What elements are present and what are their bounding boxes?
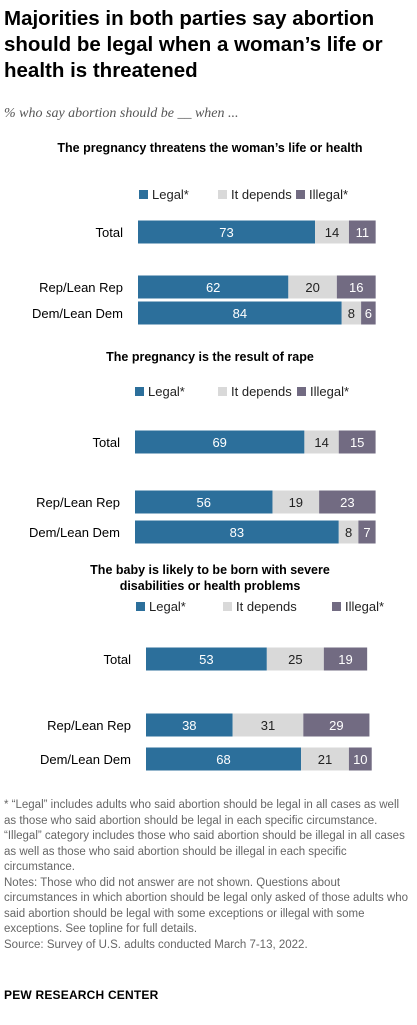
source-credit: PEW RESEARCH CENTER <box>4 988 159 1002</box>
panel-title: The baby is likely to be born with sever… <box>90 563 330 577</box>
bar-legal <box>135 520 339 544</box>
legend-label-illegal: Illegal* <box>345 599 384 614</box>
bar-illegal <box>348 747 372 771</box>
chart-subtitle: % who say abortion should be __ when ... <box>4 106 239 121</box>
data-label: 14 <box>325 225 339 240</box>
panel-title: The pregnancy threatens the woman’s life… <box>57 141 362 155</box>
data-label: 25 <box>288 652 302 667</box>
bar-illegal <box>358 520 376 544</box>
legend-label-illegal: Illegal* <box>310 384 349 399</box>
data-label: 6 <box>365 306 372 321</box>
data-label: 7 <box>363 525 370 540</box>
bar-illegal <box>338 430 376 454</box>
footnote-source: Source: Survey of U.S. adults conducted … <box>4 938 308 951</box>
row-label: Dem/Lean Dem <box>29 525 120 540</box>
bar-depends <box>288 275 337 299</box>
legend-swatch-depends <box>218 387 227 396</box>
data-label: 10 <box>353 752 367 767</box>
legend-swatch-depends <box>223 602 232 611</box>
data-label: 20 <box>305 280 319 295</box>
bar-legal <box>135 490 273 514</box>
bar-depends <box>272 490 320 514</box>
data-label: 68 <box>216 752 230 767</box>
data-label: 21 <box>318 752 332 767</box>
bar-depends <box>301 747 349 771</box>
data-label: 8 <box>345 525 352 540</box>
data-label: 14 <box>314 435 328 450</box>
bar-depends <box>341 301 362 325</box>
stacked-bar-chart: The pregnancy threatens the woman’s life… <box>29 141 384 771</box>
data-label: 56 <box>197 495 211 510</box>
bar-depends <box>304 430 339 454</box>
bar-legal <box>138 275 289 299</box>
footnote: * “Legal” includes adults who said abort… <box>4 798 414 953</box>
legend-label-illegal: Illegal* <box>309 187 348 202</box>
legend-label-depends: It depends <box>236 599 297 614</box>
data-label: 84 <box>233 306 247 321</box>
bar-depends <box>338 520 359 544</box>
row-label: Dem/Lean Dem <box>40 752 131 767</box>
bar-depends <box>266 647 324 671</box>
data-label: 83 <box>230 525 244 540</box>
data-label: 73 <box>219 225 233 240</box>
bar-illegal <box>323 647 368 671</box>
data-label: 38 <box>182 718 196 733</box>
legend-label-depends: It depends <box>231 384 292 399</box>
bar-legal <box>135 430 305 454</box>
bar-depends <box>232 713 304 737</box>
data-label: 19 <box>289 495 303 510</box>
row-label: Total <box>96 225 124 240</box>
bar-legal <box>146 713 233 737</box>
bar-illegal <box>361 301 376 325</box>
bar-legal <box>138 220 316 244</box>
legend-swatch-legal <box>136 602 145 611</box>
legend-label-legal: Legal* <box>149 599 186 614</box>
data-label: 8 <box>348 306 355 321</box>
bar-depends <box>315 220 349 244</box>
panel-title: disabilities or health problems <box>120 579 301 593</box>
legend-label-legal: Legal* <box>148 384 185 399</box>
data-label: 16 <box>349 280 363 295</box>
data-label: 29 <box>329 718 343 733</box>
bar-illegal <box>348 220 376 244</box>
legend-label-depends: It depends <box>231 187 292 202</box>
bar-legal <box>146 747 302 771</box>
bar-illegal <box>336 275 376 299</box>
legend-swatch-depends <box>218 190 227 199</box>
bar-illegal <box>319 490 376 514</box>
row-label: Total <box>93 435 121 450</box>
bar-legal <box>138 301 342 325</box>
data-label: 23 <box>340 495 354 510</box>
legend-swatch-illegal <box>296 190 305 199</box>
row-label: Rep/Lean Rep <box>36 495 120 510</box>
legend-label-legal: Legal* <box>152 187 189 202</box>
row-label: Dem/Lean Dem <box>32 306 123 321</box>
footnote-definitions: * “Legal” includes adults who said abort… <box>4 799 405 873</box>
bar-legal <box>146 647 267 671</box>
legend-swatch-legal <box>135 387 144 396</box>
row-label: Rep/Lean Rep <box>39 280 123 295</box>
data-label: 53 <box>199 652 213 667</box>
panel-title: The pregnancy is the result of rape <box>106 350 314 364</box>
legend-swatch-illegal <box>332 602 341 611</box>
footnote-notes: Notes: Those who did not answer are not … <box>4 876 409 936</box>
legend-swatch-illegal <box>297 387 306 396</box>
bar-illegal <box>303 713 370 737</box>
data-label: 15 <box>350 435 364 450</box>
data-label: 62 <box>206 280 220 295</box>
data-label: 11 <box>356 225 370 240</box>
row-label: Rep/Lean Rep <box>47 718 131 733</box>
row-label: Total <box>104 652 132 667</box>
chart-title: Majorities in both parties say abortion … <box>4 7 383 82</box>
data-label: 69 <box>212 435 226 450</box>
data-label: 19 <box>338 652 352 667</box>
legend-swatch-legal <box>139 190 148 199</box>
data-label: 31 <box>261 718 275 733</box>
